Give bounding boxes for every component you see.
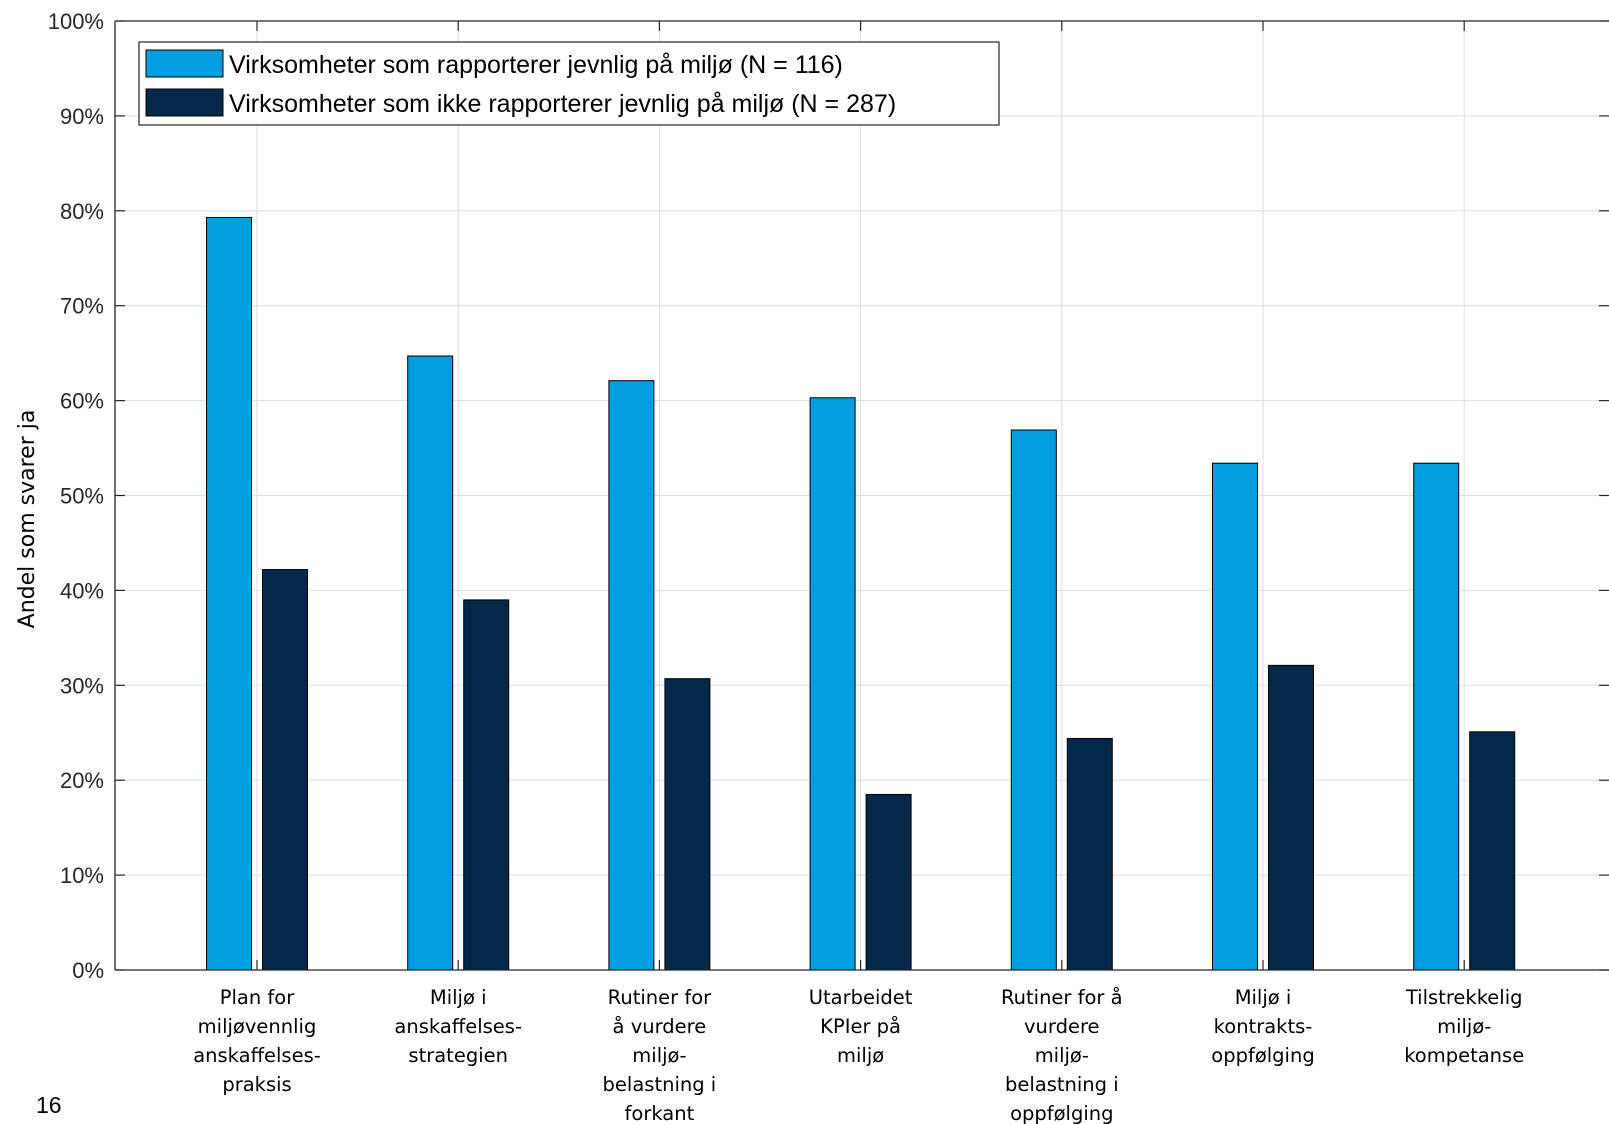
x-category-label: Rutiner for å vurdere miljø-belastning i op… [1001,986,1123,1124]
legend-box [138,41,1000,126]
bar-reporting [1413,462,1460,971]
y-tick-labels: 0% 10% 20% 30% 40% 50% 60% 70% 80% 90% 100% [48,9,104,983]
y-tick-label: 90% [60,104,104,129]
legend-label-reporting: Virksomheter som rapporterer jevnlig på … [229,51,843,79]
bar-not-reporting [1268,664,1314,971]
y-tick-label: 0% [72,958,104,983]
x-category-label: Plan for miljøvennlig anskaffelses-praksis [193,986,321,1096]
bar-not-reporting [463,599,510,971]
x-category-label: Miljø i kontrakts-oppfølging [1211,986,1314,1067]
legend-label-not-reporting: Virksomheter som ikke rapporterer jevnli… [229,90,896,118]
bar-reporting [206,216,252,971]
x-category-label: Rutiner for å vurdere miljø-belastning i fo… [603,986,717,1124]
x-category-labels: Plan for miljøvennlig anskaffelses-praksis… [193,986,1524,1124]
y-tick-label: 100% [48,9,104,34]
y-axis-label: Andel som svarer ja [15,410,40,629]
y-tick-label: 60% [60,389,104,414]
x-category-label: Utarbeidet KPIer på miljø [809,986,913,1067]
y-tick-label: 10% [60,863,104,888]
page-number: 16 [36,1092,62,1118]
x-category-label: Miljø i anskaffelses-strategien [394,986,522,1067]
x-category-label: Tilstrekkelig miljø-kompetanse [1404,986,1524,1067]
bar-not-reporting [865,793,912,971]
legend: Virksomheter som rapporterer jevnlig på … [138,41,1000,126]
y-tick-label: 30% [60,673,104,698]
bar-reporting [1212,462,1258,971]
axes [114,20,1609,971]
bar-not-reporting [1066,737,1113,971]
bar-not-reporting [664,678,711,971]
bar-not-reporting [1469,731,1516,971]
y-tick-label: 50% [60,484,104,509]
bar-reporting [1010,429,1057,971]
legend-swatch-reporting [145,49,224,78]
bar-not-reporting [262,569,308,971]
bars [206,216,1516,971]
bar-reporting [407,355,454,971]
y-tick-label: 70% [60,294,104,319]
y-tick-label: 40% [60,578,104,603]
y-tick-label: 20% [60,768,104,793]
bar-reporting [809,397,856,971]
legend-swatch-not-reporting [145,88,224,117]
y-tick-label: 80% [60,199,104,224]
bar-reporting [608,380,655,971]
